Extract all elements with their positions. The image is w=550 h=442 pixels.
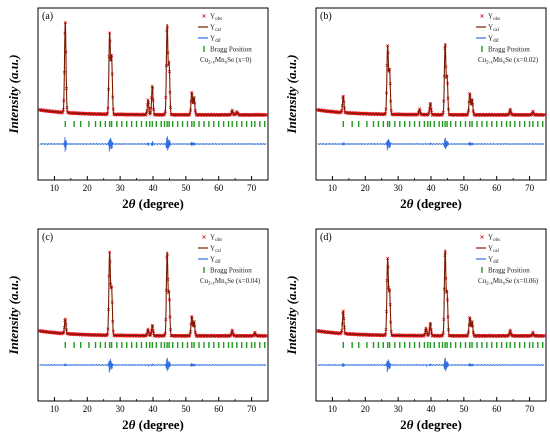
x-tick-label: 10 xyxy=(50,404,60,414)
x-tick-label: 20 xyxy=(361,404,371,414)
legend-calculated-label: Ycal xyxy=(488,24,500,34)
y-axis-title: Intensity (a.u.) xyxy=(284,275,299,355)
plot-frame xyxy=(315,7,547,181)
legend-observed-label: Yobs xyxy=(210,234,222,244)
y-axis-title: Intensity (a.u.) xyxy=(6,275,21,355)
plot-frame xyxy=(315,228,547,402)
calculated-line xyxy=(317,249,545,337)
legend-difference-label: Ydif xyxy=(210,35,221,45)
x-tick-label: 10 xyxy=(50,183,60,193)
x-tick-label: 40 xyxy=(149,404,159,414)
x-tick-label: 40 xyxy=(427,183,437,193)
legend-difference-label: Ydif xyxy=(488,256,499,266)
legend-bragg-label: Bragg Position xyxy=(488,46,530,54)
panel-label: (b) xyxy=(320,11,332,22)
legend-composition: Cu2-xMnxSe (x=0.02) xyxy=(478,56,539,66)
difference-line xyxy=(39,136,267,152)
legend-calculated-label: Ycal xyxy=(488,245,500,255)
difference-line xyxy=(39,357,267,373)
x-tick-label: 70 xyxy=(525,404,535,414)
x-tick-label: 10 xyxy=(328,404,338,414)
legend-bragg-label: Bragg Position xyxy=(210,267,252,275)
x-axis-title: 2θ (degree) xyxy=(400,417,462,432)
x-tick-label: 10 xyxy=(328,183,338,193)
x-tick-label: 70 xyxy=(525,183,535,193)
y-axis-title: Intensity (a.u.) xyxy=(6,54,21,134)
chart-panel-c: 10 20 30 40 50 60 70 2θ (degree) Intensity (a.u.… xyxy=(6,228,269,432)
x-tick-label: 30 xyxy=(394,183,404,193)
x-tick-label: 60 xyxy=(214,183,224,193)
legend-bragg-label: Bragg Position xyxy=(488,267,530,275)
legend-observed-label: Yobs xyxy=(210,13,222,23)
x-tick-label: 50 xyxy=(181,404,191,414)
observed-point xyxy=(542,334,546,338)
panel-label: (d) xyxy=(320,232,332,243)
x-tick-label: 60 xyxy=(492,404,502,414)
x-tick-label: 50 xyxy=(459,404,469,414)
legend-observed-label: Yobs xyxy=(488,234,500,244)
chart-panel-d: 10 20 30 40 50 60 70 2θ (degree) Intensity (a.u.… xyxy=(284,228,547,432)
legend-difference-label: Ydif xyxy=(210,256,221,266)
x-axis-title: 2θ (degree) xyxy=(400,196,462,211)
legend-observed-marker xyxy=(202,235,206,239)
x-tick-label: 30 xyxy=(394,404,404,414)
x-tick-label: 70 xyxy=(247,183,257,193)
legend-difference-label: Ydif xyxy=(488,35,499,45)
legend-observed-marker xyxy=(480,235,484,239)
calculated-line xyxy=(39,22,267,116)
legend-calculated-label: Ycal xyxy=(210,24,222,34)
x-tick-label: 40 xyxy=(149,183,159,193)
difference-line xyxy=(317,137,545,151)
x-tick-label: 30 xyxy=(116,404,126,414)
legend-composition: Cu2-xMnxSe (x=0.06) xyxy=(478,277,539,287)
observed-point xyxy=(542,113,546,117)
legend-composition: Cu2-xMnxSe (x=0.04) xyxy=(200,277,261,287)
panel-label: (c) xyxy=(42,232,53,243)
x-tick-label: 60 xyxy=(214,404,224,414)
x-axis-title: 2θ (degree) xyxy=(122,417,184,432)
observed-series xyxy=(38,250,268,339)
calculated-line xyxy=(39,251,267,337)
calculated-line xyxy=(317,43,545,116)
legend-observed-marker xyxy=(480,14,484,18)
x-tick-label: 20 xyxy=(83,183,93,193)
y-axis-title: Intensity (a.u.) xyxy=(284,54,299,134)
plot-frame xyxy=(37,228,269,402)
x-tick-label: 50 xyxy=(459,183,469,193)
x-tick-label: 20 xyxy=(361,183,371,193)
x-tick-label: 20 xyxy=(83,404,93,414)
chart-panel-b: 10 20 30 40 50 60 70 2θ (degree) Intensity (a.u.… xyxy=(284,7,547,211)
chart-panel-a: 10 20 30 40 50 60 70 2θ (degree) Intensity (a.u.… xyxy=(6,7,269,211)
observed-point xyxy=(264,113,268,117)
x-tick-label: 30 xyxy=(116,183,126,193)
x-tick-label: 50 xyxy=(181,183,191,193)
observed-point xyxy=(264,334,268,338)
x-axis-title: 2θ (degree) xyxy=(122,196,184,211)
legend-observed-label: Yobs xyxy=(488,13,500,23)
x-tick-label: 40 xyxy=(427,404,437,414)
x-tick-label: 70 xyxy=(247,404,257,414)
legend-bragg-label: Bragg Position xyxy=(210,46,252,54)
legend-observed-marker xyxy=(202,14,206,18)
legend-calculated-label: Ycal xyxy=(210,245,222,255)
panel-label: (a) xyxy=(42,11,53,22)
difference-line xyxy=(317,357,545,373)
x-tick-label: 60 xyxy=(492,183,502,193)
legend-composition: Cu2-xMnxSe (x=0) xyxy=(200,56,252,66)
